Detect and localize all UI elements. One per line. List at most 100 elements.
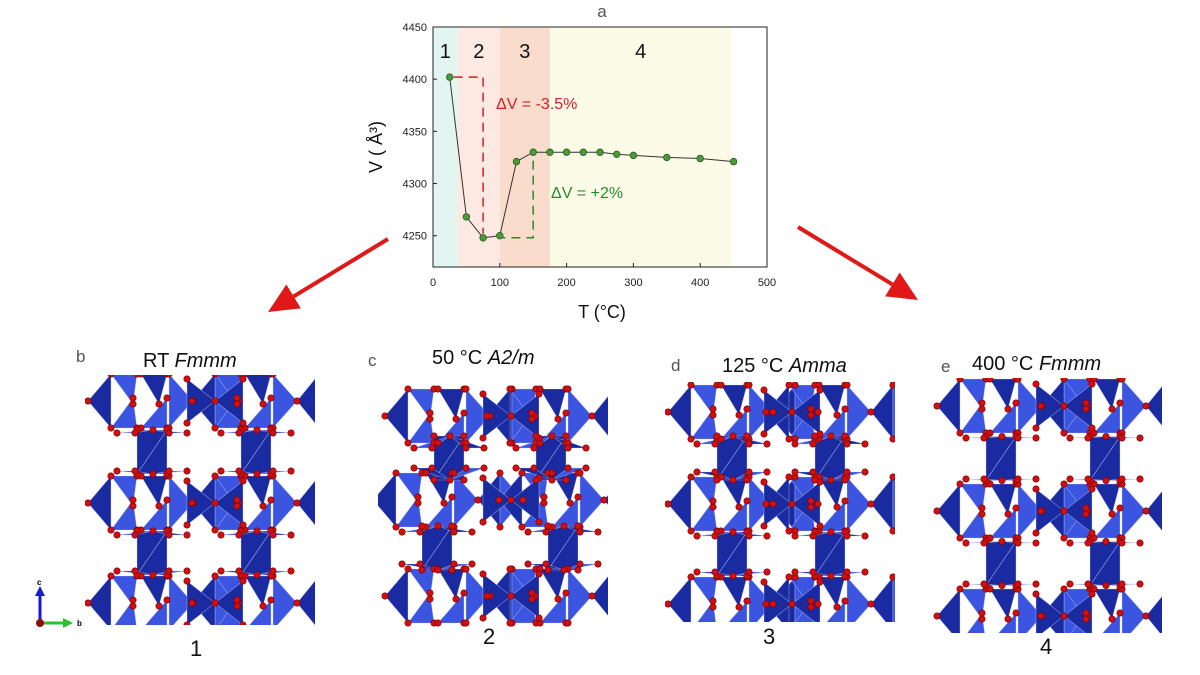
tetrahedron-icon bbox=[539, 592, 567, 624]
oxygen-atom-icon bbox=[785, 382, 793, 389]
oxygen-atom-icon bbox=[404, 439, 412, 447]
oxygen-atom-icon bbox=[211, 424, 219, 432]
data-point bbox=[479, 234, 487, 242]
oxygen-atom-icon bbox=[462, 385, 470, 393]
oxygen-atom-icon bbox=[535, 518, 543, 526]
oxygen-atom-icon bbox=[430, 476, 438, 484]
tetrahedron-icon bbox=[720, 384, 748, 416]
tetrahedron-icon bbox=[892, 476, 895, 532]
tetrahedron-icon bbox=[437, 592, 465, 624]
tetrahedron-icon bbox=[296, 480, 315, 526]
oxygen-atom-icon bbox=[1088, 590, 1096, 598]
tetrahedron-icon bbox=[214, 378, 244, 424]
oxygen-atom-icon bbox=[867, 408, 875, 416]
oxygen-atom-icon bbox=[217, 567, 225, 575]
tetrahedron-icon bbox=[186, 378, 216, 424]
oxygen-atom-icon bbox=[480, 444, 488, 452]
oxygen-atom-icon bbox=[404, 619, 412, 627]
oxygen-atom-icon bbox=[233, 394, 241, 402]
oxygen-atom-icon bbox=[188, 599, 196, 607]
oxygen-atom-icon bbox=[693, 532, 701, 540]
oxygen-atom-icon bbox=[554, 595, 562, 603]
oxygen-atom-icon bbox=[769, 500, 777, 508]
tetrahedron-icon bbox=[1145, 490, 1162, 532]
oxygen-atom-icon bbox=[791, 532, 799, 540]
oxygen-atom-icon bbox=[769, 408, 777, 416]
oxygen-atom-icon bbox=[107, 526, 115, 534]
tetrahedron-icon bbox=[936, 483, 961, 539]
oxygen-atom-icon bbox=[1032, 580, 1040, 588]
oxygen-atom-icon bbox=[107, 572, 115, 580]
tetrahedron-icon bbox=[465, 568, 491, 624]
oxygen-atom-icon bbox=[743, 432, 751, 440]
oxygen-atom-icon bbox=[496, 469, 504, 477]
oxygen-atom-icon bbox=[495, 496, 503, 504]
oxygen-atom-icon bbox=[293, 397, 301, 405]
oxygen-atom-icon bbox=[711, 440, 719, 448]
oxygen-atom-icon bbox=[791, 568, 799, 576]
oxygen-atom-icon bbox=[548, 432, 556, 440]
oxygen-atom-icon bbox=[1088, 380, 1096, 388]
oxygen-atom-icon bbox=[113, 429, 121, 437]
oxygen-atom-icon bbox=[183, 621, 191, 625]
oxygen-atom-icon bbox=[564, 464, 572, 472]
tetrahedron-icon bbox=[892, 384, 895, 440]
oxygen-atom-icon bbox=[1082, 615, 1090, 623]
oxygen-atom-icon bbox=[588, 412, 596, 420]
left-arrow-head-icon bbox=[268, 284, 301, 312]
data-point bbox=[613, 150, 621, 159]
oxygen-atom-icon bbox=[165, 531, 173, 539]
oxygen-atom-icon bbox=[980, 580, 988, 588]
oxygen-atom-icon bbox=[528, 415, 536, 423]
oxygen-atom-icon bbox=[1136, 539, 1144, 547]
tetrahedron-icon bbox=[378, 472, 397, 528]
tetrahedron-icon bbox=[846, 476, 872, 532]
oxygen-atom-icon bbox=[259, 400, 267, 408]
oxygen-atom-icon bbox=[253, 426, 261, 434]
x-tick-label: 100 bbox=[491, 277, 509, 289]
y-tick-label: 4250 bbox=[403, 231, 427, 243]
oxygen-atom-icon bbox=[816, 386, 824, 394]
oxygen-atom-icon bbox=[807, 405, 815, 413]
oxygen-atom-icon bbox=[576, 528, 584, 536]
oxygen-atom-icon bbox=[1082, 504, 1090, 512]
oxygen-atom-icon bbox=[763, 568, 771, 576]
oxygen-atom-icon bbox=[479, 518, 487, 526]
oxygen-atom-icon bbox=[711, 532, 719, 540]
oxygen-atom-icon bbox=[833, 411, 841, 419]
oxygen-atom-icon bbox=[889, 473, 895, 481]
oxygen-atom-icon bbox=[450, 528, 458, 536]
oxygen-atom-icon bbox=[512, 464, 520, 472]
tetrahedron-icon bbox=[591, 575, 608, 617]
oxygen-atom-icon bbox=[933, 612, 941, 620]
tetrahedron-icon bbox=[936, 378, 961, 434]
oxygen-atom-icon bbox=[1082, 399, 1090, 407]
oxygen-atom-icon bbox=[588, 592, 596, 600]
oxygen-atom-icon bbox=[85, 599, 92, 607]
oxygen-atom-icon bbox=[745, 568, 753, 576]
oxygen-atom-icon bbox=[211, 526, 219, 534]
oxygen-atom-icon bbox=[1060, 480, 1068, 488]
oxygen-atom-icon bbox=[149, 470, 157, 478]
oxygen-atom-icon bbox=[861, 568, 869, 576]
oxygen-atom-icon bbox=[562, 409, 570, 417]
oxygen-atom-icon bbox=[889, 435, 895, 443]
oxygen-atom-icon bbox=[524, 528, 532, 536]
oxygen-atom-icon bbox=[426, 409, 434, 417]
oxygen-atom-icon bbox=[107, 472, 115, 480]
oxygen-atom-icon bbox=[479, 474, 487, 482]
oxygen-atom-icon bbox=[483, 592, 491, 600]
data-point bbox=[629, 151, 638, 160]
oxygen-atom-icon bbox=[841, 597, 849, 605]
oxygen-atom-icon bbox=[462, 619, 470, 627]
oxygen-atom-icon bbox=[807, 603, 815, 611]
oxygen-atom-icon bbox=[564, 385, 572, 393]
oxygen-atom-icon bbox=[1084, 475, 1092, 483]
oxygen-atom-icon bbox=[426, 595, 434, 603]
oxygen-atom-icon bbox=[165, 429, 173, 437]
oxygen-atom-icon bbox=[518, 523, 526, 531]
oxygen-atom-icon bbox=[1032, 590, 1040, 598]
b-axis-arrowhead-icon bbox=[63, 618, 73, 628]
oxygen-atom-icon bbox=[85, 397, 92, 405]
oxygen-atom-icon bbox=[452, 415, 460, 423]
